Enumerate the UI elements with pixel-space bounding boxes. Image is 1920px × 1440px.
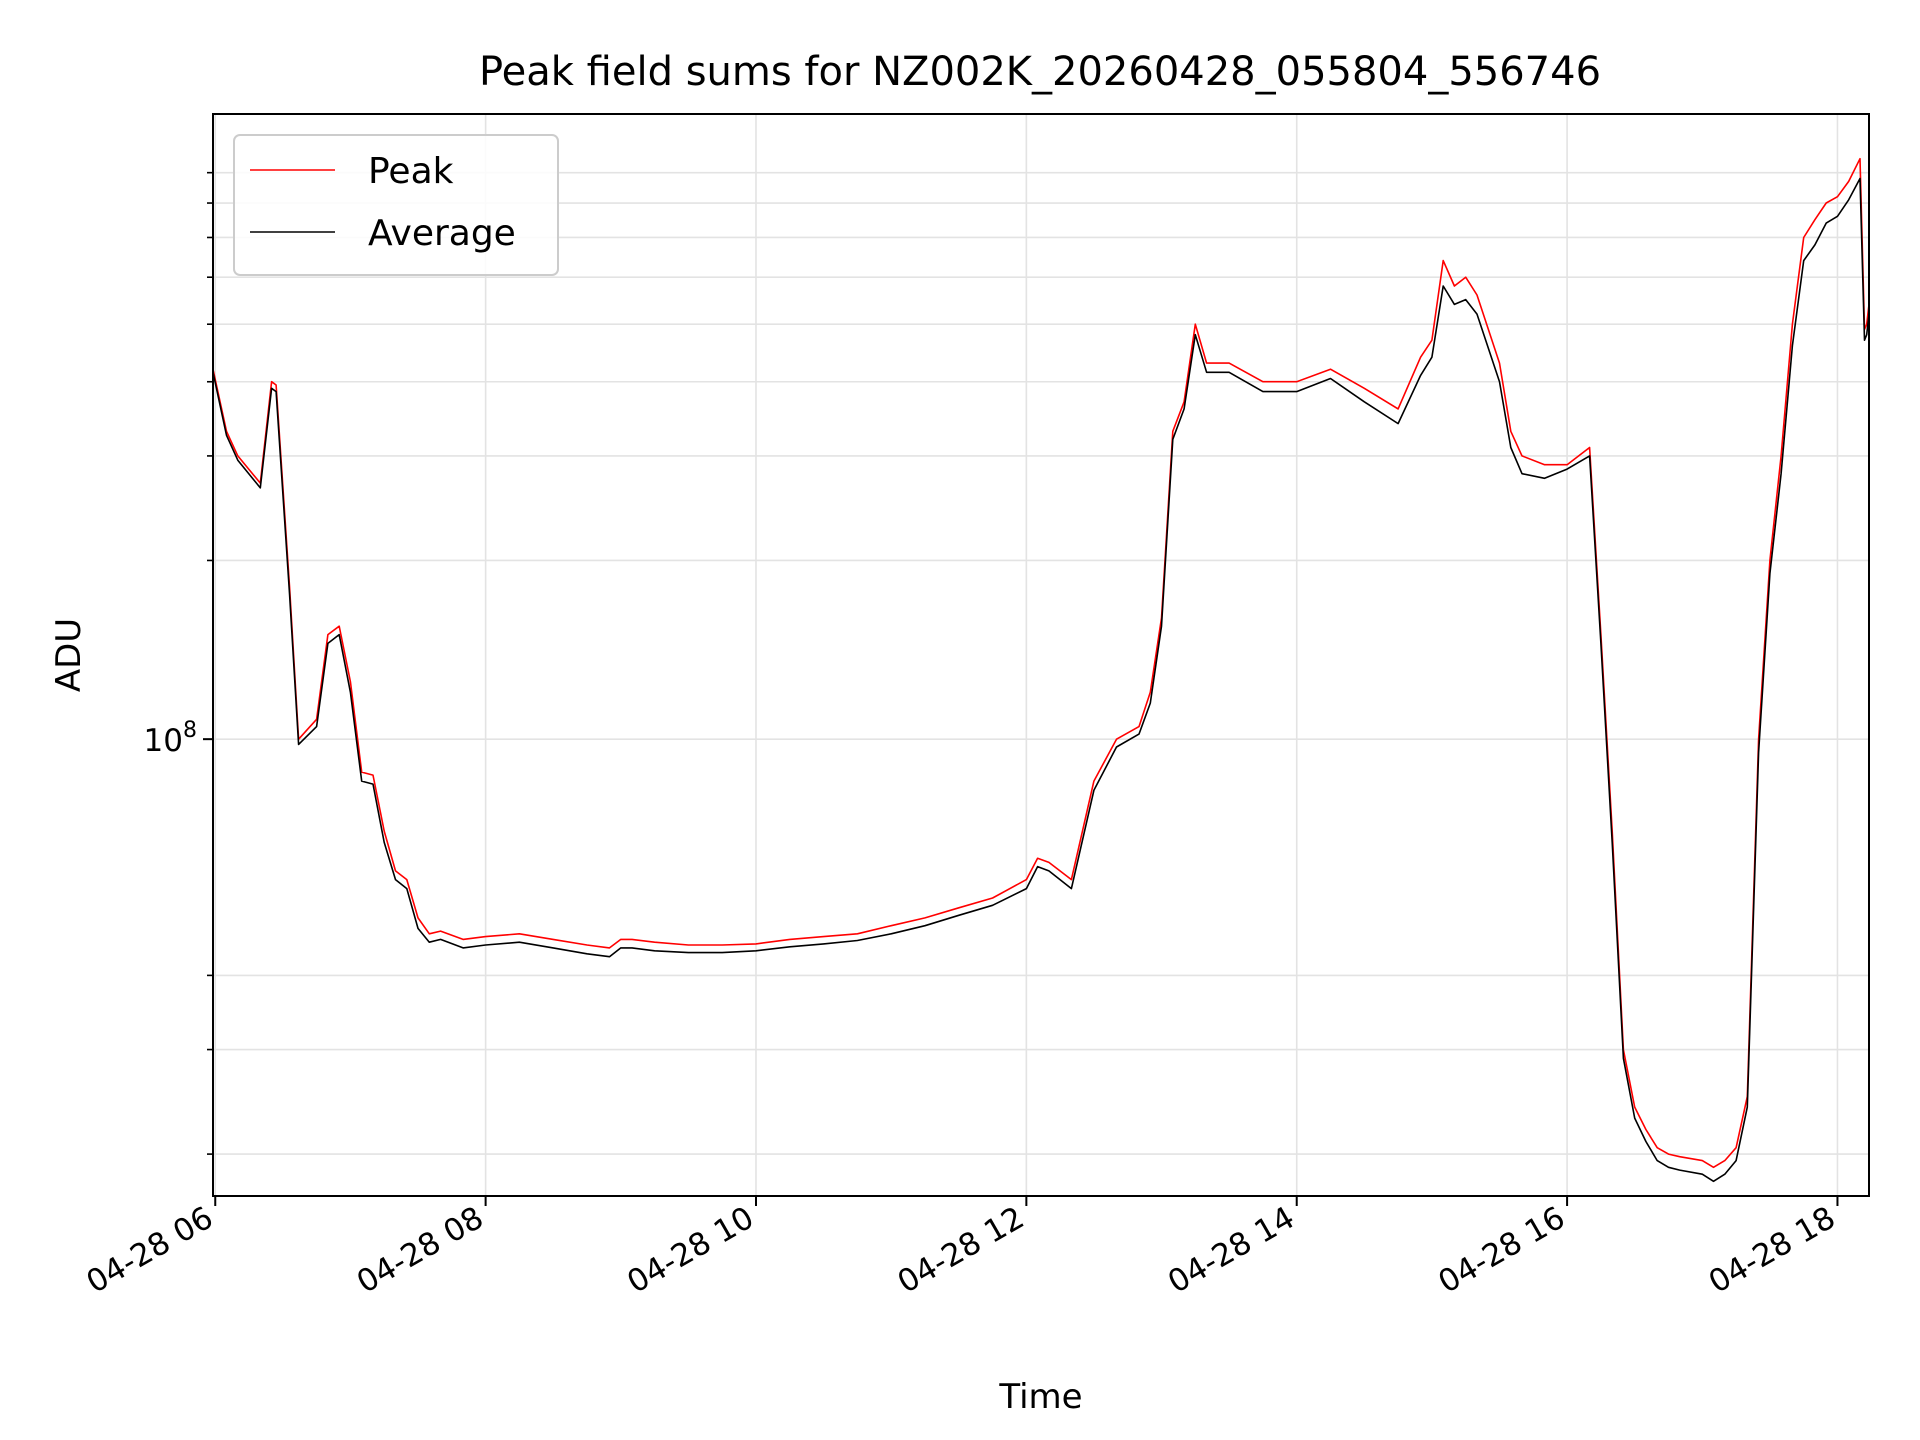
legend: Peak Average [233, 134, 559, 276]
plot-frame [212, 113, 1870, 1197]
series-lines [213, 157, 1869, 1183]
legend-label-peak: Peak [368, 151, 454, 192]
series-line-average [213, 177, 1869, 1183]
y-axis-label: ADU [49, 618, 89, 692]
y-axis-ticks: 108 [144, 171, 213, 1155]
x-axis-label: Time [998, 1377, 1082, 1417]
grid [213, 114, 1869, 1196]
y-tick-label: 108 [144, 718, 197, 759]
legend-label-average: Average [368, 213, 516, 254]
chart-title: Peak field sums for NZ002K_20260428_0558… [479, 49, 1601, 95]
